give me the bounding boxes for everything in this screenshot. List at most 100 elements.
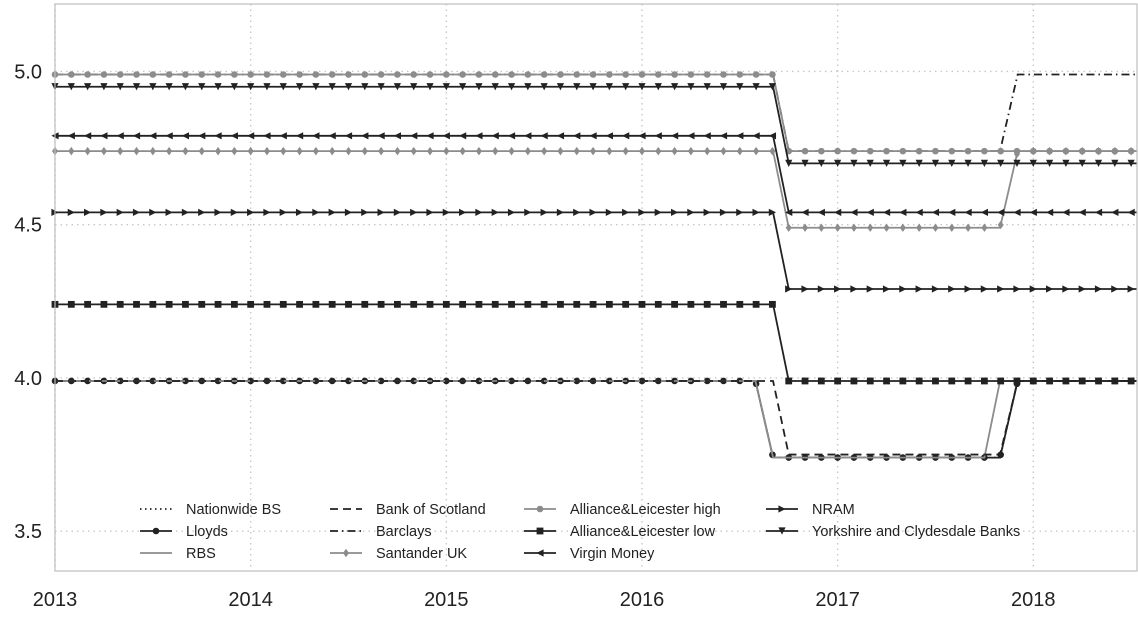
data-point: [850, 147, 858, 155]
data-point: [1029, 208, 1037, 217]
data-point: [377, 71, 385, 78]
legend-entry-santander-uk: Santander UK: [330, 546, 467, 562]
data-point: [475, 83, 483, 91]
data-point: [1062, 159, 1070, 167]
data-point: [230, 132, 238, 140]
data-point: [883, 147, 890, 155]
data-point: [410, 83, 418, 91]
data-point: [801, 208, 809, 217]
data-point: [622, 132, 630, 140]
data-point: [866, 147, 874, 155]
data-point: [67, 300, 75, 308]
data-point: [1094, 285, 1103, 293]
data-point: [622, 300, 630, 308]
data-point: [1111, 159, 1119, 167]
data-point: [540, 300, 548, 308]
legend-label: Alliance&Leicester low: [570, 524, 716, 540]
data-point: [378, 146, 385, 156]
data-point: [1062, 285, 1070, 293]
data-point: [915, 147, 923, 155]
data-point: [181, 208, 190, 217]
data-point: [719, 208, 728, 217]
data-point: [475, 132, 483, 140]
data-point: [1046, 147, 1053, 155]
data-point: [834, 208, 842, 217]
data-point: [329, 146, 336, 156]
data-point: [557, 71, 564, 78]
data-point: [932, 147, 939, 155]
data-point: [671, 71, 678, 78]
data-point: [1111, 285, 1119, 293]
data-point: [1094, 208, 1103, 217]
data-point: [328, 132, 336, 140]
data-point: [802, 223, 809, 232]
data-point: [573, 132, 581, 140]
data-point: [279, 71, 287, 78]
data-point: [491, 208, 499, 217]
data-point: [132, 208, 141, 217]
data-point: [801, 285, 809, 293]
data-point: [198, 83, 206, 91]
grid: [54, 4, 1137, 571]
x-tick-label: 2015: [424, 589, 469, 611]
data-point: [964, 147, 972, 155]
series-lloyds: [51, 377, 1137, 461]
data-point: [720, 300, 727, 308]
data-point: [687, 300, 695, 308]
data-point: [589, 71, 597, 78]
data-point: [850, 377, 858, 385]
data-point: [279, 83, 287, 91]
data-point: [638, 132, 646, 140]
data-point: [181, 83, 190, 91]
data-point: [768, 208, 777, 217]
data-point: [932, 223, 939, 232]
data-point: [459, 83, 467, 91]
data-point: [1062, 147, 1070, 155]
data-point: [1029, 285, 1037, 293]
data-point: [165, 300, 173, 308]
data-point: [801, 159, 809, 167]
data-point: [410, 146, 417, 156]
data-point: [752, 132, 760, 140]
data-point: [997, 159, 1005, 167]
data-point: [312, 71, 320, 78]
data-point: [622, 146, 629, 156]
data-point: [117, 146, 124, 156]
data-point: [328, 300, 336, 308]
x-tick-label: 2017: [815, 589, 860, 611]
series-bank-of-scotland: [55, 380, 1137, 456]
data-point: [965, 223, 972, 232]
data-point: [1111, 147, 1119, 155]
data-point: [719, 132, 728, 140]
legend-label: Santander UK: [376, 546, 467, 562]
data-point: [540, 83, 548, 91]
data-point: [149, 208, 157, 217]
data-point: [785, 159, 793, 167]
data-point: [573, 71, 581, 78]
data-point: [410, 208, 418, 217]
data-point: [687, 83, 695, 91]
data-point: [557, 300, 564, 308]
data-point: [491, 132, 499, 140]
data-point: [606, 71, 613, 78]
data-point: [687, 208, 695, 217]
data-point: [703, 132, 711, 140]
data-point: [149, 132, 157, 140]
data-point: [980, 377, 988, 385]
data-point: [295, 83, 304, 91]
y-tick-label: 5.0: [14, 61, 42, 83]
data-point: [231, 146, 238, 156]
data-point: [426, 300, 434, 308]
data-point: [394, 300, 401, 308]
data-point: [753, 146, 760, 156]
data-point: [394, 146, 401, 156]
data-point: [1046, 159, 1054, 167]
data-point: [899, 377, 907, 385]
data-point: [132, 83, 141, 91]
data-point: [68, 146, 75, 156]
data-point: [932, 377, 939, 385]
data-point: [997, 377, 1005, 385]
legend-entry-nationwide-bs: Nationwide BS: [140, 502, 281, 518]
series-virgin-money: [51, 132, 1137, 217]
data-point: [573, 146, 580, 156]
